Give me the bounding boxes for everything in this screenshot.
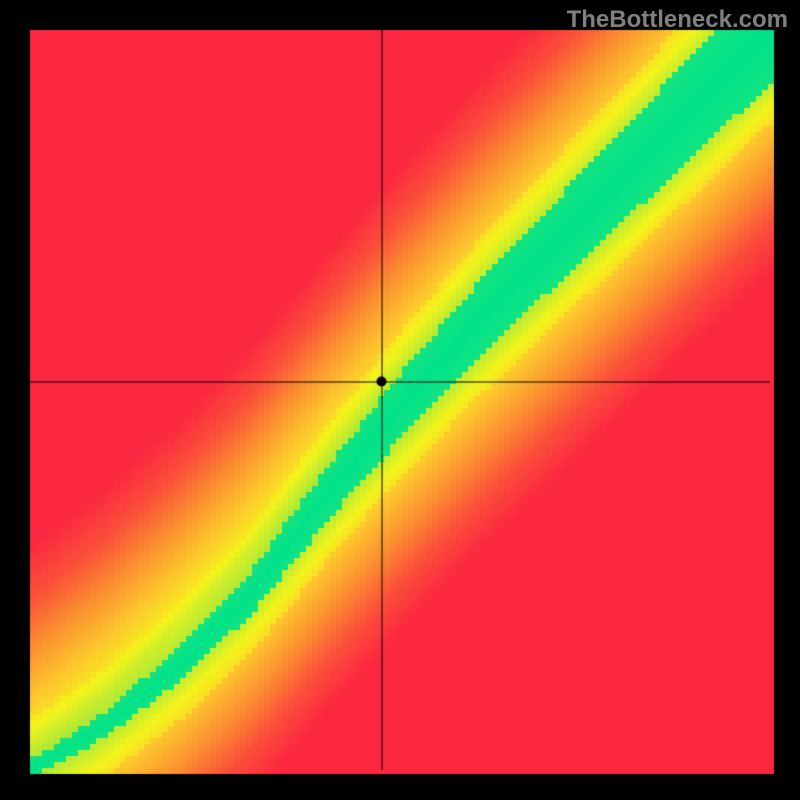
watermark-text: TheBottleneck.com xyxy=(567,6,788,34)
chart-container: TheBottleneck.com xyxy=(0,0,800,800)
bottleneck-heatmap xyxy=(0,0,800,800)
